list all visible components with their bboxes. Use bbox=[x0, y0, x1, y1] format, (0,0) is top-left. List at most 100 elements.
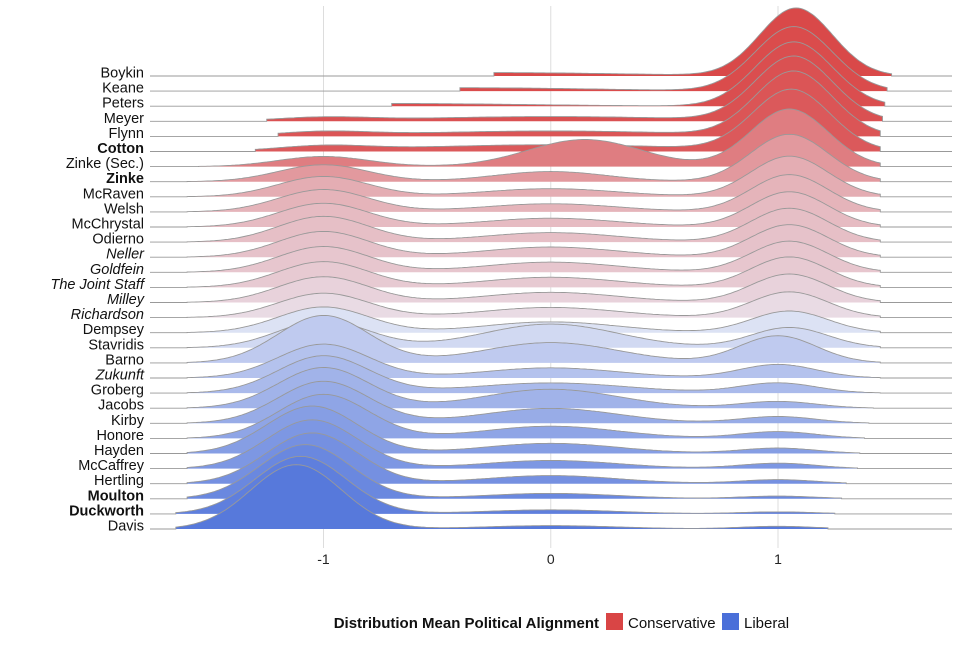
ridge-outline bbox=[150, 367, 952, 409]
ridge-outline bbox=[150, 41, 952, 107]
ridge-outline bbox=[150, 405, 952, 454]
ridge-outline bbox=[150, 26, 952, 92]
ridge-area bbox=[187, 306, 881, 333]
y-label: Kirby bbox=[111, 413, 145, 429]
ridge-area bbox=[187, 241, 881, 273]
y-label: Milley bbox=[107, 292, 145, 308]
ridge-area bbox=[187, 224, 881, 258]
ridge-the-joint-staff bbox=[150, 256, 952, 288]
y-label: Flynn bbox=[109, 126, 144, 142]
ridge-area bbox=[175, 464, 829, 529]
ridge-outline bbox=[150, 455, 952, 515]
ridge-odierno bbox=[150, 207, 952, 243]
y-label: McCaffrey bbox=[78, 458, 145, 474]
ridge-outline bbox=[150, 256, 952, 288]
ridge-outline bbox=[150, 291, 952, 319]
ridge-outline bbox=[150, 133, 952, 183]
y-label: Cotton bbox=[97, 141, 144, 157]
y-label: Zukunft bbox=[95, 368, 145, 384]
ridge-outline bbox=[150, 273, 952, 303]
legend-label-conservative: Conservative bbox=[628, 615, 716, 632]
legend-label-liberal: Liberal bbox=[744, 615, 789, 632]
x-tick-label: 0 bbox=[547, 551, 555, 567]
ridge-outline bbox=[150, 464, 952, 530]
y-label: Honore bbox=[96, 428, 144, 444]
ridge-outline bbox=[150, 343, 952, 379]
y-label: Dempsey bbox=[83, 322, 145, 338]
ridge-milley bbox=[150, 273, 952, 303]
y-label: The Joint Staff bbox=[51, 277, 146, 293]
y-label: Goldfein bbox=[90, 262, 144, 278]
y-label: Richardson bbox=[71, 307, 144, 323]
ridge-mcraven bbox=[150, 155, 952, 198]
y-label: Jacobs bbox=[98, 398, 144, 414]
ridge-outline bbox=[150, 314, 952, 364]
ridge-outline bbox=[150, 240, 952, 273]
ridge-davis bbox=[150, 464, 952, 530]
y-label: Hayden bbox=[94, 443, 144, 459]
y-label: Peters bbox=[102, 96, 144, 112]
y-label: Neller bbox=[106, 247, 145, 263]
y-label: Keane bbox=[102, 81, 144, 97]
ridge-meyer bbox=[150, 55, 952, 122]
ridge-welsh bbox=[150, 174, 952, 213]
y-label: Groberg bbox=[91, 383, 144, 399]
y-label: McChrystal bbox=[71, 217, 144, 233]
y-label: Odierno bbox=[92, 232, 144, 248]
x-axis-ticks: -1 0 1 bbox=[317, 551, 782, 567]
ridge-area bbox=[187, 156, 881, 197]
ridge-area bbox=[187, 256, 881, 288]
ridge-outline bbox=[150, 224, 952, 258]
ridge-area bbox=[255, 89, 881, 152]
ridge-area bbox=[266, 56, 883, 122]
ridge-outline bbox=[150, 174, 952, 213]
ridge-outline bbox=[150, 207, 952, 243]
ridge-series bbox=[150, 7, 952, 530]
x-tick-label: 1 bbox=[774, 551, 782, 567]
y-label: Davis bbox=[108, 519, 144, 535]
legend: Distribution Mean Political Alignment Co… bbox=[334, 613, 789, 632]
ridge-area bbox=[187, 315, 881, 363]
ridge-outline bbox=[150, 55, 952, 122]
ridge-outline bbox=[150, 155, 952, 198]
y-label: Duckworth bbox=[69, 503, 144, 519]
ridge-zinke bbox=[150, 133, 952, 183]
ridge-outline bbox=[150, 444, 952, 500]
y-label: Zinke (Sec.) bbox=[66, 156, 144, 172]
ridge-outline bbox=[150, 7, 952, 77]
ridge-outline bbox=[150, 108, 952, 168]
ridge-outline bbox=[150, 306, 952, 334]
legend-swatch-conservative bbox=[606, 613, 623, 630]
y-label: Meyer bbox=[104, 111, 144, 127]
ridge-mcchrystal bbox=[150, 191, 952, 228]
ridge-outline bbox=[150, 393, 952, 439]
ridge-area bbox=[187, 174, 881, 212]
ridge-outline bbox=[150, 191, 952, 228]
ridge-outline bbox=[150, 419, 952, 470]
ridge-outline bbox=[150, 70, 952, 137]
ridge-neller bbox=[150, 224, 952, 258]
ridge-richardson bbox=[150, 291, 952, 319]
y-label: Barno bbox=[105, 352, 144, 368]
ridge-dempsey bbox=[150, 306, 952, 334]
x-tick-label: -1 bbox=[317, 551, 330, 567]
ridge-outline bbox=[150, 355, 952, 394]
ridge-outline bbox=[150, 380, 952, 424]
y-label: Hertling bbox=[94, 473, 144, 489]
ridge-area bbox=[187, 191, 881, 227]
ridge-barno bbox=[150, 314, 952, 364]
ridge-flynn bbox=[150, 70, 952, 137]
legend-swatch-liberal bbox=[722, 613, 739, 630]
ridge-area bbox=[278, 71, 881, 137]
y-label: Moulton bbox=[88, 488, 144, 504]
ridge-area bbox=[187, 208, 881, 243]
ridge-goldfein bbox=[150, 240, 952, 273]
y-label: Stavridis bbox=[88, 337, 144, 353]
ridge-area bbox=[187, 274, 881, 303]
y-label: Boykin bbox=[100, 66, 144, 82]
ridge-outline bbox=[150, 432, 952, 485]
y-label: McRaven bbox=[83, 186, 144, 202]
ridge-area bbox=[187, 291, 881, 318]
y-label: Zinke bbox=[106, 171, 144, 187]
